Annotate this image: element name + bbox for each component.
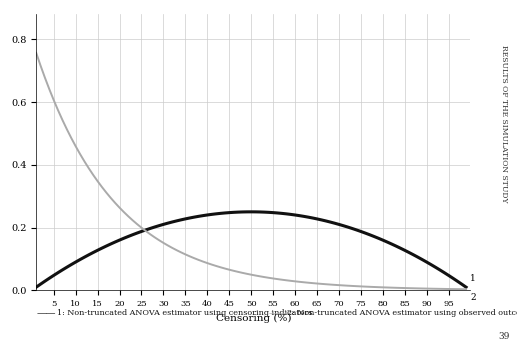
- Text: 2: 2: [470, 293, 476, 302]
- Text: ——: ——: [269, 309, 288, 318]
- Text: ——: ——: [36, 309, 56, 318]
- Text: 1: Non-truncated ANOVA estimator using censoring indicators: 1: Non-truncated ANOVA estimator using c…: [57, 309, 312, 317]
- Text: 1: 1: [470, 274, 476, 283]
- Text: 39: 39: [498, 332, 510, 341]
- Text: 2: Non-truncated ANOVA estimator using observed outcomes: 2: Non-truncated ANOVA estimator using o…: [287, 309, 517, 317]
- X-axis label: Censoring (%): Censoring (%): [216, 314, 291, 323]
- Text: RESULTS OF THE SIMULATION STUDY: RESULTS OF THE SIMULATION STUDY: [500, 45, 508, 202]
